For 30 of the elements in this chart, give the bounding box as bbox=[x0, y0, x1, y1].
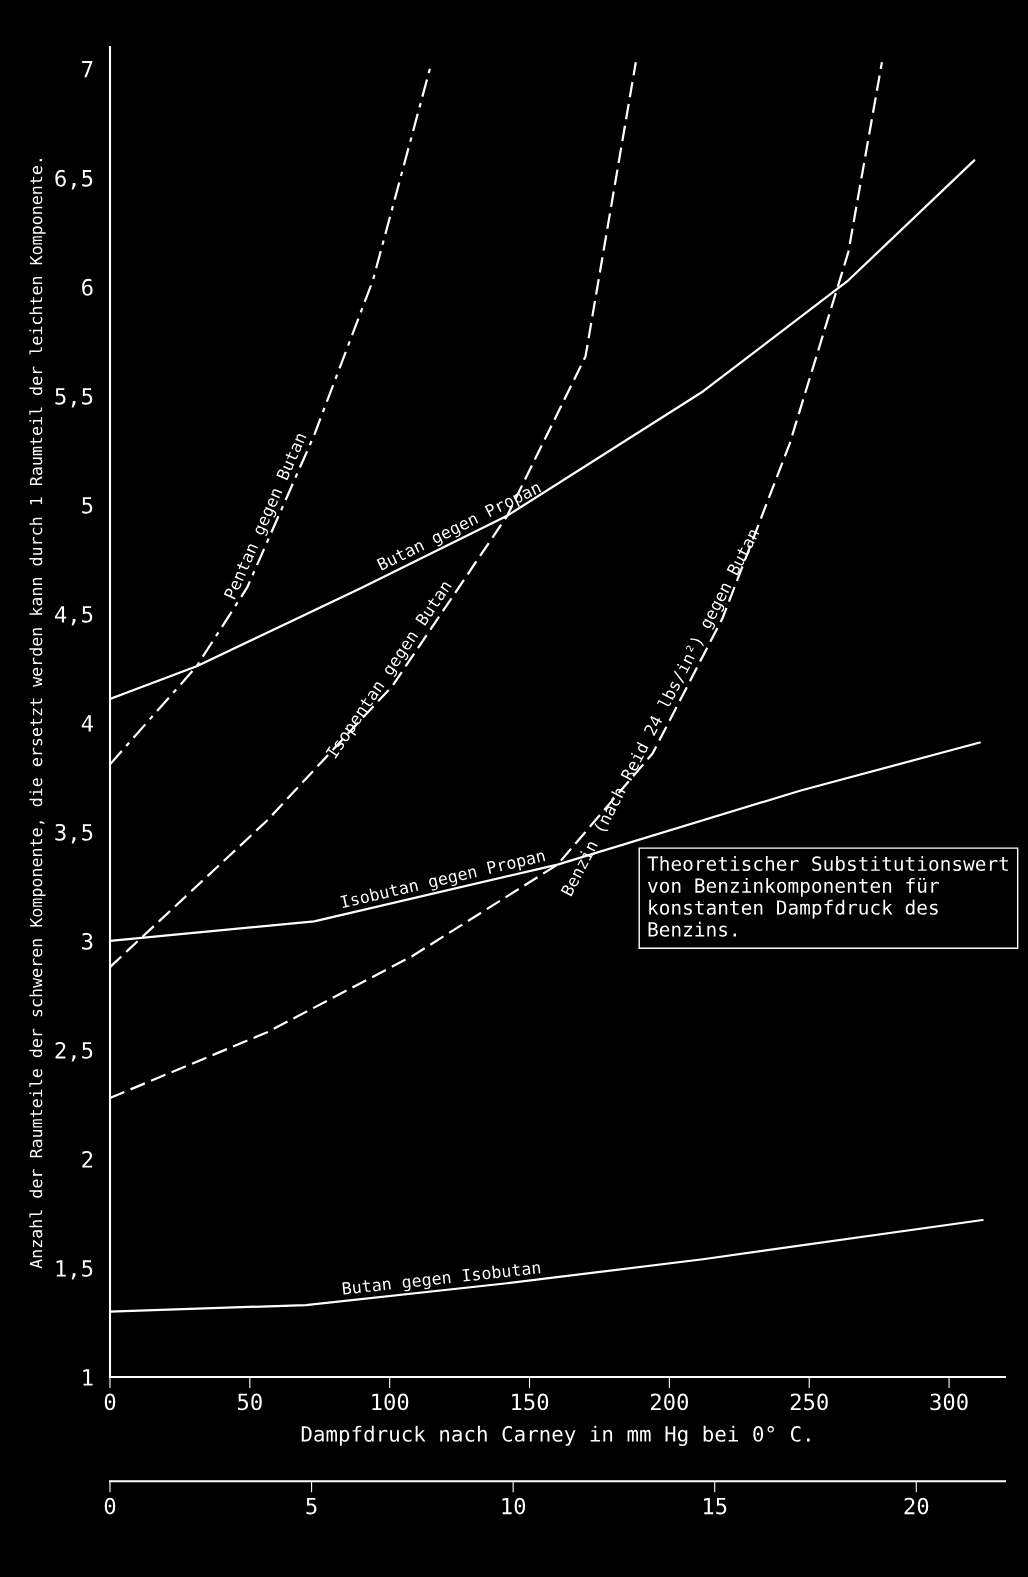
annotation: Theoretischer Substitutionswert von Benzinkomponenten für konstanten Dampfdruck des Benzins. bbox=[647, 856, 1008, 937]
x-tick-label: 300 bbox=[930, 1393, 968, 1411]
y-tick-label: 5 bbox=[82, 497, 93, 514]
x-tick-label: 50 bbox=[238, 1393, 262, 1411]
x2-tick-label: 10 bbox=[502, 1497, 526, 1515]
x-axis-title: Dampfdruck nach Carney in mm Hg bei 0° C. bbox=[301, 1425, 810, 1447]
y-tick-label: 2,5 bbox=[55, 1041, 93, 1062]
y-tick-label: 5,5 bbox=[55, 388, 93, 408]
text: Butan gegen Isobutan bbox=[342, 1260, 541, 1299]
x-tick-label: 100 bbox=[372, 1393, 409, 1411]
x-tick-label: 250 bbox=[790, 1393, 828, 1411]
y-tick-label: 1,5 bbox=[56, 1260, 93, 1280]
y-tick-label: 7 bbox=[82, 61, 93, 78]
x2-tick-label: 15 bbox=[704, 1497, 727, 1515]
x-tick-label: 0 bbox=[104, 1393, 116, 1411]
x2-tick-label: 0 bbox=[104, 1497, 116, 1515]
x-tick-label: 150 bbox=[512, 1393, 549, 1411]
y-tick-label: 4 bbox=[81, 715, 93, 732]
x2-tick-label: 20 bbox=[904, 1497, 929, 1515]
y-tick-label: 1 bbox=[83, 1369, 93, 1386]
text: Isobutan gegen Propan bbox=[340, 848, 547, 912]
y-tick-label: 2 bbox=[82, 1150, 93, 1168]
y-tick-label: 4,5 bbox=[55, 606, 93, 626]
y-axis-title: Anzahl der Raumteile der schweren Komponente, die ersetzt werden kann durch 1 Raumteil der leichten Komponente. bbox=[29, 159, 46, 1269]
x-tick-label: 200 bbox=[650, 1393, 688, 1411]
y-tick-label: 6,5 bbox=[55, 169, 93, 190]
y-tick-label: 6 bbox=[82, 278, 93, 296]
y-tick-label: 3,5 bbox=[55, 823, 93, 844]
x2-tick-label: 5 bbox=[306, 1497, 317, 1515]
y-tick-label: 3 bbox=[82, 932, 93, 950]
